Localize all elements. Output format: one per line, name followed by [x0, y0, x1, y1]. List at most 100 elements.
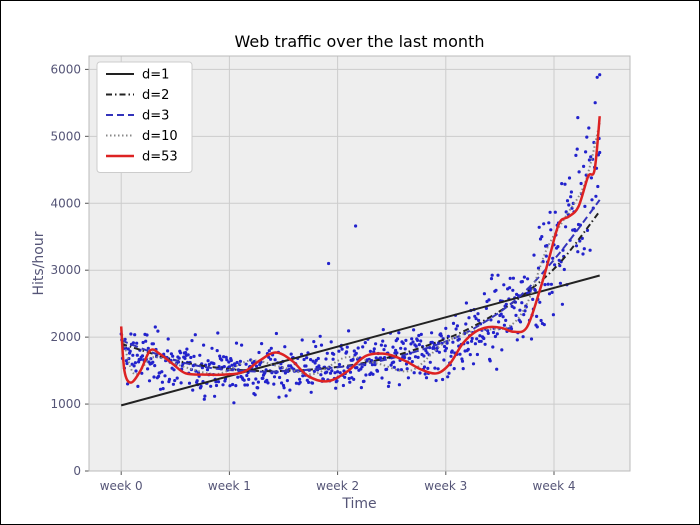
- data-point: [585, 135, 589, 139]
- data-point: [542, 222, 546, 226]
- data-point: [132, 364, 136, 368]
- x-tick-label: week 0: [100, 479, 143, 493]
- data-point: [372, 347, 376, 351]
- data-point: [397, 383, 401, 387]
- data-point: [220, 358, 224, 362]
- data-point: [272, 375, 277, 379]
- data-point: [185, 347, 189, 351]
- x-tick-label: week 2: [316, 479, 359, 493]
- data-point: [532, 253, 536, 257]
- data-point: [396, 368, 400, 372]
- data-point: [582, 164, 586, 168]
- data-point: [403, 355, 407, 360]
- data-point: [450, 349, 454, 353]
- data-point: [590, 198, 594, 202]
- data-point: [539, 318, 543, 323]
- data-point: [327, 261, 331, 266]
- data-point: [423, 372, 427, 376]
- data-point: [508, 286, 512, 290]
- data-point: [256, 380, 260, 384]
- data-point: [283, 371, 287, 375]
- data-point: [447, 371, 451, 375]
- data-point: [347, 376, 351, 381]
- data-point: [153, 364, 157, 368]
- data-point: [134, 369, 138, 373]
- data-point: [595, 75, 599, 79]
- data-point: [392, 360, 396, 364]
- data-point: [569, 195, 573, 199]
- data-point: [488, 359, 492, 363]
- data-point: [449, 354, 453, 358]
- data-point: [520, 280, 525, 284]
- x-tick-label: week 3: [424, 479, 467, 493]
- data-point: [526, 277, 530, 281]
- data-point: [424, 376, 429, 380]
- data-point: [230, 363, 234, 367]
- data-point: [408, 356, 412, 360]
- data-point: [553, 210, 557, 214]
- data-point: [359, 386, 363, 390]
- data-point: [341, 383, 345, 388]
- data-point: [381, 328, 385, 332]
- data-point: [227, 360, 231, 364]
- data-point: [265, 378, 269, 382]
- data-point: [504, 318, 508, 322]
- data-point: [135, 341, 139, 345]
- y-tick-label: 6000: [50, 62, 81, 76]
- data-point: [575, 147, 579, 151]
- data-point: [272, 382, 276, 386]
- y-tick-label: 5000: [50, 129, 81, 143]
- data-point: [434, 379, 438, 383]
- data-point: [531, 297, 535, 301]
- data-point: [221, 383, 225, 387]
- data-point: [345, 350, 349, 354]
- data-point: [412, 371, 416, 375]
- data-point: [386, 384, 391, 388]
- data-point: [426, 366, 430, 370]
- data-point: [547, 221, 551, 225]
- data-point: [184, 351, 188, 355]
- data-point: [367, 357, 371, 361]
- data-point: [518, 320, 523, 324]
- data-point: [598, 73, 602, 77]
- data-point: [476, 312, 480, 316]
- data-point: [446, 375, 450, 379]
- data-point: [178, 351, 183, 355]
- data-point: [512, 306, 516, 310]
- data-point: [348, 370, 353, 374]
- data-point: [558, 264, 562, 268]
- data-point: [328, 371, 333, 375]
- data-point: [288, 388, 292, 392]
- data-point: [483, 342, 487, 346]
- data-point: [374, 356, 378, 360]
- data-point: [569, 190, 574, 194]
- data-point: [455, 324, 459, 328]
- data-point: [374, 342, 378, 346]
- data-point: [225, 358, 229, 362]
- data-point: [151, 360, 155, 364]
- data-point: [200, 366, 204, 370]
- y-tick-label: 0: [73, 464, 81, 478]
- data-point: [332, 352, 336, 356]
- data-point: [337, 349, 341, 353]
- data-point: [576, 250, 580, 254]
- data-point: [222, 355, 226, 359]
- data-point: [298, 377, 302, 381]
- data-point: [589, 155, 593, 159]
- data-point: [144, 339, 148, 343]
- data-point: [234, 384, 238, 388]
- data-point: [379, 343, 383, 347]
- data-point: [187, 381, 192, 385]
- data-point: [289, 352, 293, 356]
- legend-label: d=3: [142, 109, 169, 124]
- data-point: [522, 313, 526, 317]
- data-point: [135, 353, 139, 357]
- data-point: [491, 345, 495, 349]
- data-point: [385, 367, 389, 371]
- data-point: [330, 369, 334, 373]
- data-point: [543, 283, 547, 287]
- data-point: [433, 366, 437, 370]
- data-point: [460, 359, 465, 363]
- data-point: [325, 370, 329, 374]
